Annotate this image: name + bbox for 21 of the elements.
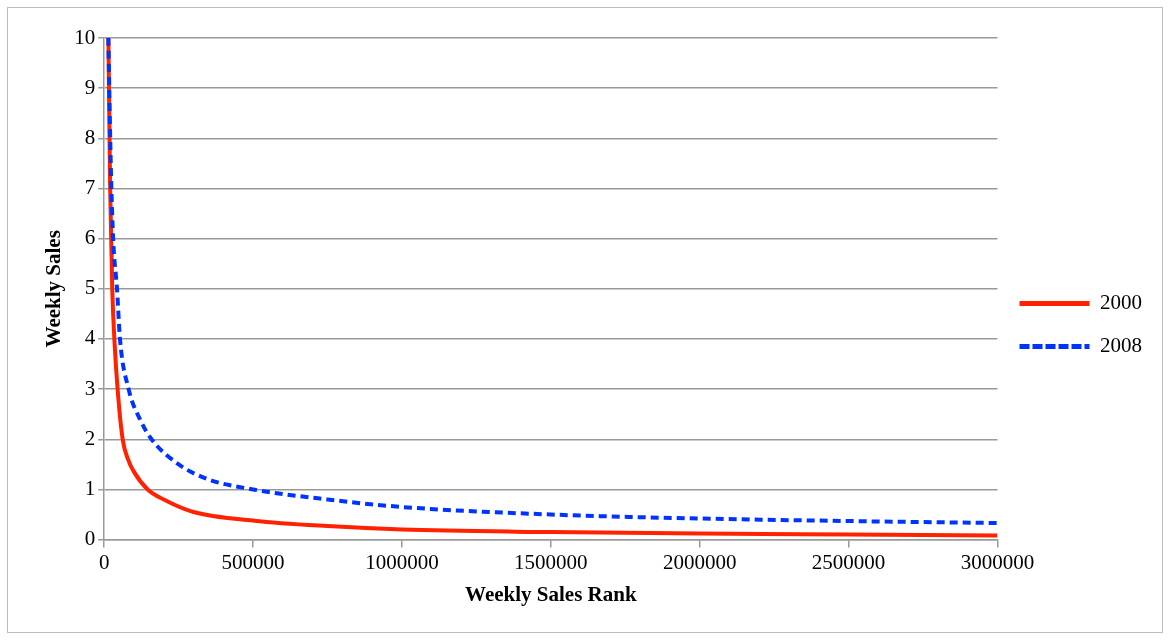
x-tick-label: 1000000 <box>365 549 439 574</box>
legend-label: 2000 <box>1100 290 1142 315</box>
y-tick-label: 0 <box>84 526 96 551</box>
y-tick-label: 10 <box>74 24 96 49</box>
x-tick-label: 500000 <box>221 549 285 574</box>
x-tick-label: 1500000 <box>514 549 588 574</box>
legend-label: 2008 <box>1100 333 1142 358</box>
x-tick-label: 3000000 <box>960 549 1035 574</box>
x-axis-title: Weekly Sales Rank <box>465 581 637 606</box>
x-tick-label: 2000000 <box>662 549 737 574</box>
y-tick-label: 4 <box>84 325 96 350</box>
y-tick-label: 9 <box>84 74 96 99</box>
y-tick-label: 7 <box>84 175 96 199</box>
y-axis-title: Weekly Sales <box>41 230 66 348</box>
y-tick-label: 1 <box>84 475 96 500</box>
y-tick-label: 2 <box>84 425 96 450</box>
y-tick-label: 8 <box>84 124 96 149</box>
y-tick-label: 3 <box>84 375 96 400</box>
x-tick-label: 2500000 <box>811 549 886 574</box>
y-tick-label: 5 <box>84 275 96 300</box>
y-tick-label: 6 <box>84 225 96 250</box>
